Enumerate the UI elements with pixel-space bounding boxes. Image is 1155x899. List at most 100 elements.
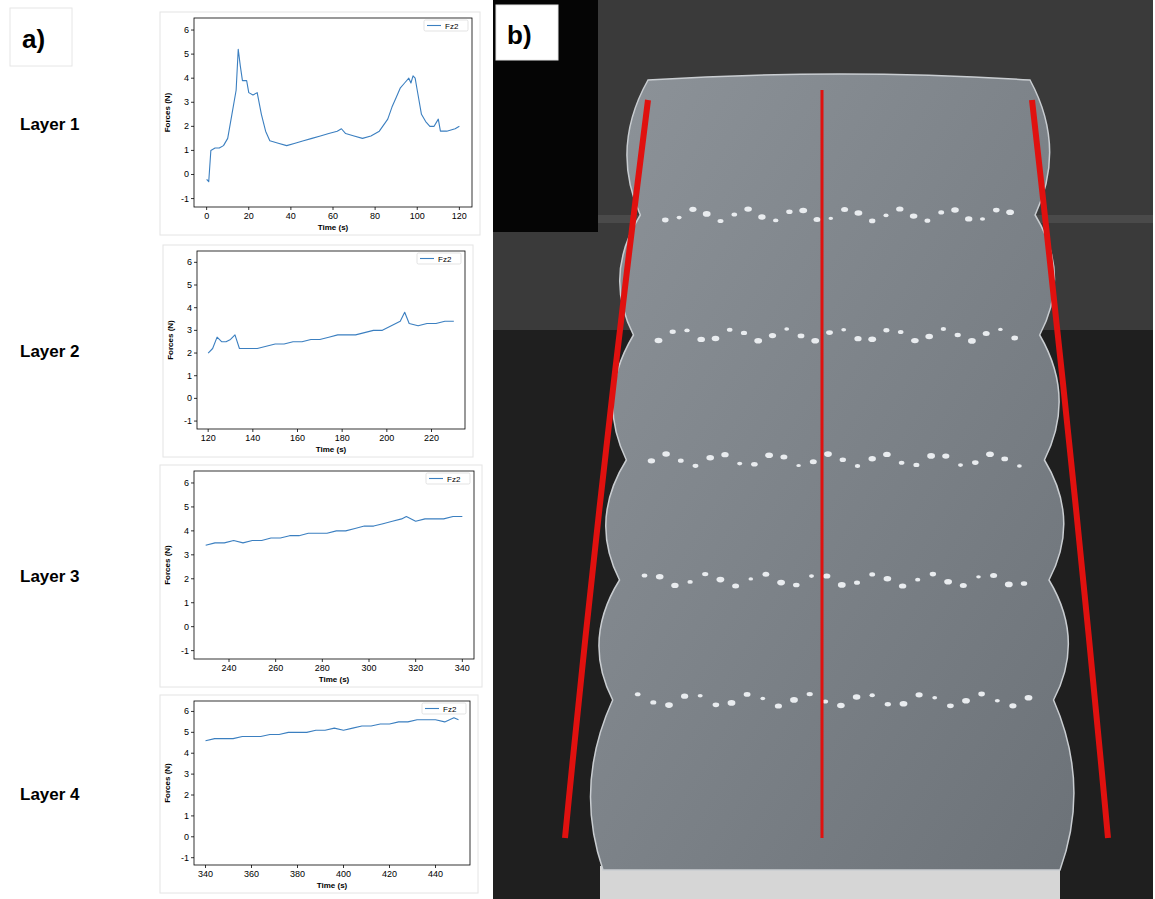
red-line — [1032, 100, 1108, 838]
data-line — [207, 49, 460, 181]
pore — [930, 572, 936, 577]
pore — [990, 573, 997, 578]
x-tick — [297, 429, 298, 432]
y-tick-label: 3 — [184, 769, 189, 779]
y-tick — [191, 482, 194, 483]
data-line — [208, 312, 454, 353]
pore — [998, 328, 1003, 331]
pore — [910, 213, 918, 218]
y-tick-label: 1 — [184, 145, 189, 155]
y-tick — [191, 174, 194, 175]
x-axis-label: Time (s) — [317, 881, 348, 890]
x-tick-label: 380 — [290, 869, 305, 879]
pore — [665, 702, 673, 708]
pore — [1021, 581, 1027, 586]
pore — [793, 583, 800, 588]
y-tick — [191, 836, 194, 837]
pore — [855, 464, 860, 468]
pore — [955, 333, 961, 337]
pore — [826, 330, 833, 335]
pore — [829, 217, 834, 220]
x-tick-label: 0 — [204, 211, 209, 221]
pore — [962, 698, 970, 704]
chart: Layer 1-10123456020406080100120Time (s)F… — [20, 12, 480, 235]
specimen — [590, 74, 1073, 870]
pore — [868, 336, 876, 342]
x-tick-label: 120 — [452, 211, 467, 221]
y-tick — [191, 506, 194, 507]
pore — [760, 697, 765, 700]
y-axis-label: Forces (N) — [163, 545, 172, 585]
pore — [763, 572, 770, 577]
x-tick — [252, 429, 253, 432]
pore — [749, 577, 754, 580]
plot-data — [206, 718, 459, 741]
pore — [823, 573, 830, 578]
y-tick — [191, 732, 194, 733]
y-tick-label: 6 — [184, 478, 189, 488]
pore — [809, 574, 814, 578]
chart-title: Layer 1 — [20, 115, 80, 134]
x-tick — [251, 865, 252, 868]
x-tick — [229, 659, 230, 662]
pore — [702, 572, 708, 576]
pore — [751, 462, 758, 467]
pore — [840, 458, 846, 463]
pore — [744, 692, 751, 697]
pore — [780, 454, 787, 459]
panel-label: b) — [507, 20, 532, 50]
y-axis-label: Forces (N) — [163, 92, 172, 132]
pore — [732, 213, 738, 217]
pore — [807, 692, 813, 696]
legend-box — [417, 253, 461, 264]
x-tick-label: 320 — [408, 663, 423, 673]
x-axis-label: Time (s) — [316, 445, 347, 454]
y-tick-label: 1 — [184, 598, 189, 608]
x-tick-label: 280 — [315, 663, 330, 673]
pore — [810, 459, 817, 464]
pore — [717, 577, 725, 583]
pore — [885, 702, 891, 706]
plot-data — [207, 49, 460, 181]
x-tick — [333, 207, 334, 210]
legend-label: Fz2 — [443, 705, 457, 714]
pore — [995, 699, 1000, 703]
y-tick-label: 1 — [187, 371, 192, 381]
x-tick — [275, 659, 276, 662]
plot-frame — [194, 471, 474, 659]
panel-label-box — [496, 5, 558, 60]
legend: Fz2 — [417, 253, 461, 264]
pore — [993, 208, 1000, 213]
y-tick-label: 3 — [187, 325, 192, 335]
data-line — [206, 517, 463, 546]
y-tick-label: 0 — [184, 832, 189, 842]
y-tick-label: 1 — [184, 811, 189, 821]
legend-swatch — [427, 25, 441, 26]
x-tick-label: 120 — [201, 433, 216, 443]
pore — [635, 692, 641, 696]
chart-title: Layer 3 — [20, 567, 80, 586]
y-tick — [194, 307, 197, 308]
pore — [684, 329, 689, 333]
pore — [713, 702, 720, 707]
y-tick-label: -1 — [181, 853, 189, 863]
x-tick — [417, 207, 418, 210]
y-tick-label: 5 — [187, 280, 192, 290]
fixture — [600, 866, 1060, 899]
pore — [870, 693, 875, 697]
pore — [951, 207, 959, 212]
pore — [677, 216, 682, 220]
legend-box — [422, 703, 466, 714]
pore — [1001, 457, 1008, 462]
pore — [799, 208, 807, 214]
x-tick — [290, 207, 291, 210]
pore — [775, 703, 782, 708]
pore — [662, 218, 669, 223]
x-tick-label: 360 — [244, 869, 259, 879]
x-tick — [431, 429, 432, 432]
chart-box — [160, 695, 478, 893]
pore — [687, 580, 692, 584]
y-tick — [191, 815, 194, 816]
pore — [758, 214, 765, 219]
y-tick-label: -1 — [181, 194, 189, 204]
